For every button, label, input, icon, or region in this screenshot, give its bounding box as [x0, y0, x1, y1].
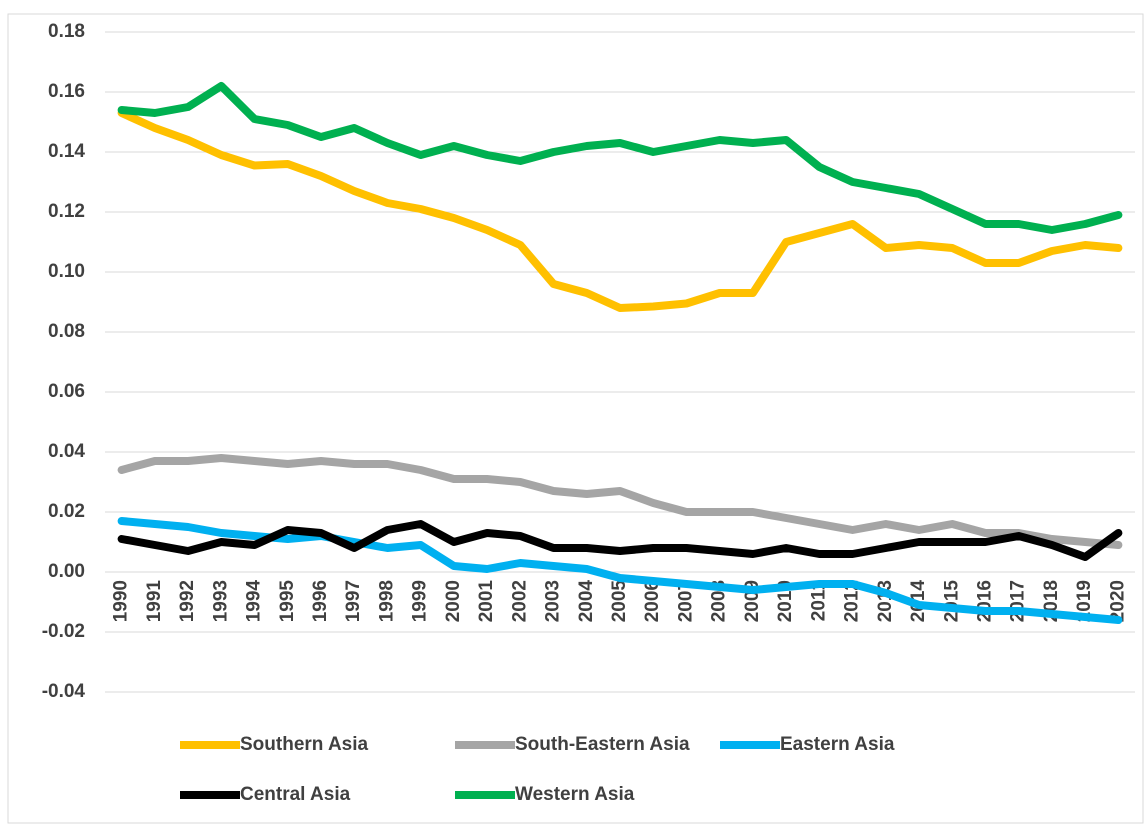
legend-label: Eastern Asia — [780, 734, 895, 755]
x-tick-label: 2019 — [1074, 580, 1095, 622]
y-tick-label: 0.16 — [48, 81, 85, 102]
line-series — [117, 520, 1123, 561]
x-tick-label: 2016 — [974, 580, 995, 622]
line-series — [117, 454, 1123, 549]
x-tick-label: 1992 — [177, 580, 198, 622]
x-tick-label: 2001 — [476, 580, 497, 623]
y-tick-label: 0.14 — [48, 141, 85, 162]
x-tick-label: 2003 — [543, 580, 564, 622]
legend-label: South-Eastern Asia — [515, 734, 690, 755]
y-tick-label: 0.10 — [48, 261, 85, 282]
x-tick-label: 2000 — [443, 580, 464, 622]
line-series — [117, 109, 1123, 312]
legend-label: Central Asia — [240, 784, 351, 805]
x-tick-label: 2004 — [576, 580, 597, 623]
x-tick-label: 2005 — [609, 580, 630, 623]
x-tick-label: 2007 — [675, 580, 696, 622]
y-tick-label: 0.02 — [48, 501, 85, 522]
y-tick-label: 0.12 — [48, 201, 85, 222]
y-tick-label: 0.06 — [48, 381, 85, 402]
y-tick-label: -0.04 — [42, 681, 86, 702]
y-tick-label: 0.08 — [48, 321, 85, 342]
line-series — [117, 517, 1123, 624]
y-tick-label: 0.04 — [48, 441, 85, 462]
x-tick-label: 1998 — [376, 580, 397, 622]
x-tick-label: 1997 — [343, 580, 364, 622]
x-tick-label: 2017 — [1008, 580, 1029, 622]
x-tick-label: 2015 — [941, 580, 962, 623]
x-tick-label: 2006 — [642, 580, 663, 622]
y-tick-label: 0.18 — [48, 21, 85, 42]
x-tick-label: 2011 — [808, 580, 829, 622]
x-tick-label: 1996 — [310, 580, 331, 622]
x-tick-label: 2002 — [509, 580, 530, 622]
legend-label: Southern Asia — [240, 734, 369, 755]
x-tick-label: 1999 — [410, 580, 431, 622]
line-series — [117, 82, 1123, 234]
y-tick-label: -0.02 — [42, 621, 85, 642]
x-tick-label: 1993 — [210, 580, 231, 622]
x-tick-label: 1990 — [111, 580, 132, 622]
x-tick-label: 2012 — [842, 580, 863, 622]
x-tick-label: 1994 — [244, 580, 265, 623]
x-tick-label: 2020 — [1107, 580, 1128, 622]
y-tick-label: 0.00 — [48, 561, 85, 582]
x-tick-label: 2013 — [875, 580, 896, 622]
x-tick-label: 1991 — [144, 580, 165, 623]
legend-label: Western Asia — [515, 784, 635, 805]
x-tick-label: 1995 — [277, 580, 298, 623]
